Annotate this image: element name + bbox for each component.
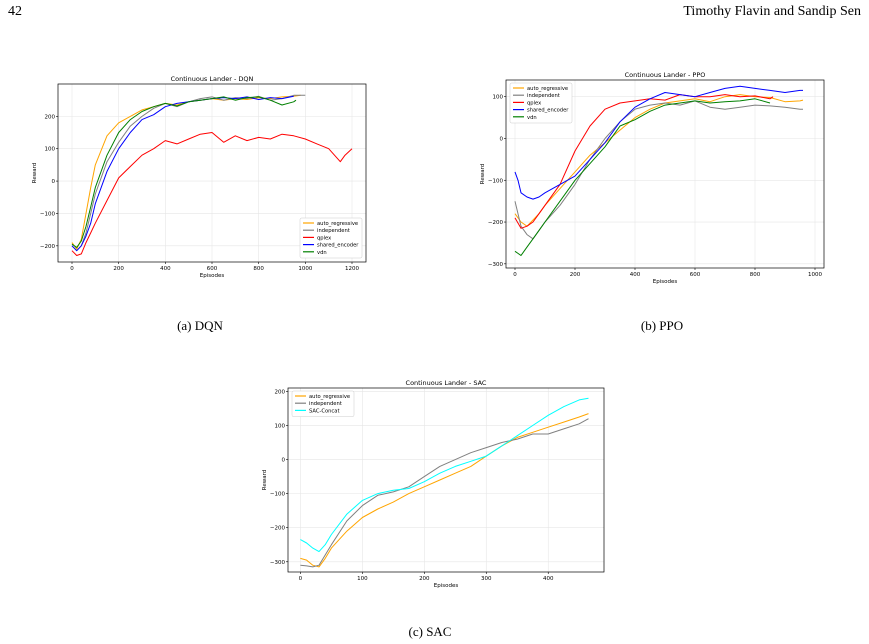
legend-label: independent bbox=[309, 401, 342, 407]
series-line-vdn bbox=[71, 96, 297, 248]
legend-label: vdn bbox=[317, 250, 327, 256]
x-axis-label: Episodes bbox=[434, 583, 459, 589]
chart-title: Continuous Lander - PPO bbox=[625, 71, 706, 79]
plot-frame bbox=[505, 79, 825, 269]
legend-label: independent bbox=[527, 93, 560, 99]
legend-box bbox=[291, 390, 355, 417]
series-line-qplex bbox=[514, 94, 774, 229]
y-tick-label: −100 bbox=[40, 211, 56, 217]
x-tick-label: 200 bbox=[570, 272, 581, 278]
series-line-shared-encoder bbox=[514, 85, 803, 200]
x-tick-label: 1000 bbox=[808, 272, 822, 278]
y-tick-label: 0 bbox=[500, 136, 504, 142]
x-tick-label: 0 bbox=[513, 272, 517, 278]
legend-label: shared_encoder bbox=[317, 243, 359, 249]
x-tick-label: 1200 bbox=[345, 266, 359, 272]
x-tick-label: 1000 bbox=[298, 266, 312, 272]
x-tick-label: 400 bbox=[543, 576, 554, 582]
y-tick-label: 100 bbox=[275, 423, 286, 429]
y-axis-label: Reward bbox=[480, 164, 486, 184]
legend-label: auto_regressive bbox=[527, 86, 568, 92]
legend-box bbox=[509, 82, 573, 124]
y-tick-label: 0 bbox=[52, 179, 56, 185]
x-tick-label: 400 bbox=[160, 266, 171, 272]
y-tick-label: 0 bbox=[282, 458, 286, 464]
y-axis-label: Reward bbox=[32, 163, 38, 183]
plot-frame bbox=[287, 387, 605, 573]
legend-label: independent bbox=[317, 228, 350, 234]
figure-ppo: Continuous Lander - PPO 0 200 400 600 800 1000… bbox=[466, 70, 834, 294]
y-tick-label: −300 bbox=[488, 262, 504, 268]
x-tick-label: 600 bbox=[690, 272, 701, 278]
y-tick-label: −100 bbox=[488, 178, 504, 184]
x-tick-label: 200 bbox=[113, 266, 124, 272]
page-number: 42 bbox=[8, 4, 22, 19]
series-line-qplex bbox=[71, 132, 353, 256]
x-tick-label: 800 bbox=[750, 272, 761, 278]
y-tick-label: −200 bbox=[488, 220, 504, 226]
x-tick-label: 800 bbox=[253, 266, 264, 272]
legend-label: qplex bbox=[527, 100, 541, 106]
y-tick-label: −200 bbox=[40, 244, 56, 250]
y-tick-label: 100 bbox=[493, 95, 504, 101]
y-tick-label: 200 bbox=[275, 389, 286, 395]
y-tick-label: 200 bbox=[45, 114, 56, 120]
x-tick-label: 200 bbox=[419, 576, 430, 582]
caption-sac: (c) SAC bbox=[408, 624, 452, 639]
figure-sac: Continuous Lander - SAC 0 100 200 300 400 −300… bbox=[242, 378, 614, 602]
x-tick-label: 100 bbox=[357, 576, 368, 582]
caption-ppo: (b) PPO bbox=[640, 318, 684, 333]
series-line-vdn bbox=[514, 98, 771, 256]
legend-label: auto_regressive bbox=[317, 221, 358, 227]
series-line-independent bbox=[300, 418, 589, 568]
y-tick-label: 100 bbox=[45, 147, 56, 153]
y-axis-label: Reward bbox=[262, 470, 268, 490]
plot-frame bbox=[57, 83, 367, 263]
x-tick-label: 600 bbox=[207, 266, 218, 272]
series-line-sac-concat bbox=[300, 397, 589, 553]
legend-label: shared_encoder bbox=[527, 108, 569, 114]
x-tick-label: 300 bbox=[481, 576, 492, 582]
legend-box bbox=[299, 217, 363, 259]
legend-label: auto_regressive bbox=[309, 394, 350, 400]
figure-dqn: Continuous Lander - DQN 0 200 400 600 800 1000… bbox=[18, 72, 376, 294]
chart-title: Continuous Lander - SAC bbox=[406, 379, 487, 387]
chart-sac: Continuous Lander - SAC 0 100 200 300 400 −300… bbox=[262, 379, 605, 589]
chart-title: Continuous Lander - DQN bbox=[171, 75, 254, 83]
legend-label: qplex bbox=[317, 235, 331, 241]
series-line-auto-regressive bbox=[300, 413, 589, 568]
y-tick-label: −200 bbox=[270, 526, 286, 532]
series-line-shared-encoder bbox=[71, 95, 294, 252]
legend-label: SAC-Concat bbox=[309, 408, 340, 414]
x-tick-label: 0 bbox=[299, 576, 303, 582]
caption-dqn: (a) DQN bbox=[177, 318, 223, 333]
y-tick-label: −300 bbox=[270, 560, 286, 566]
series-line-independent bbox=[71, 94, 306, 252]
x-tick-label: 400 bbox=[630, 272, 641, 278]
legend-label: vdn bbox=[527, 115, 537, 121]
x-axis-label: Episodes bbox=[653, 279, 678, 285]
x-tick-label: 0 bbox=[70, 266, 74, 272]
x-axis-label: Episodes bbox=[200, 273, 225, 279]
y-tick-label: −100 bbox=[270, 492, 286, 498]
running-head: Timothy Flavin and Sandip Sen bbox=[683, 4, 861, 19]
